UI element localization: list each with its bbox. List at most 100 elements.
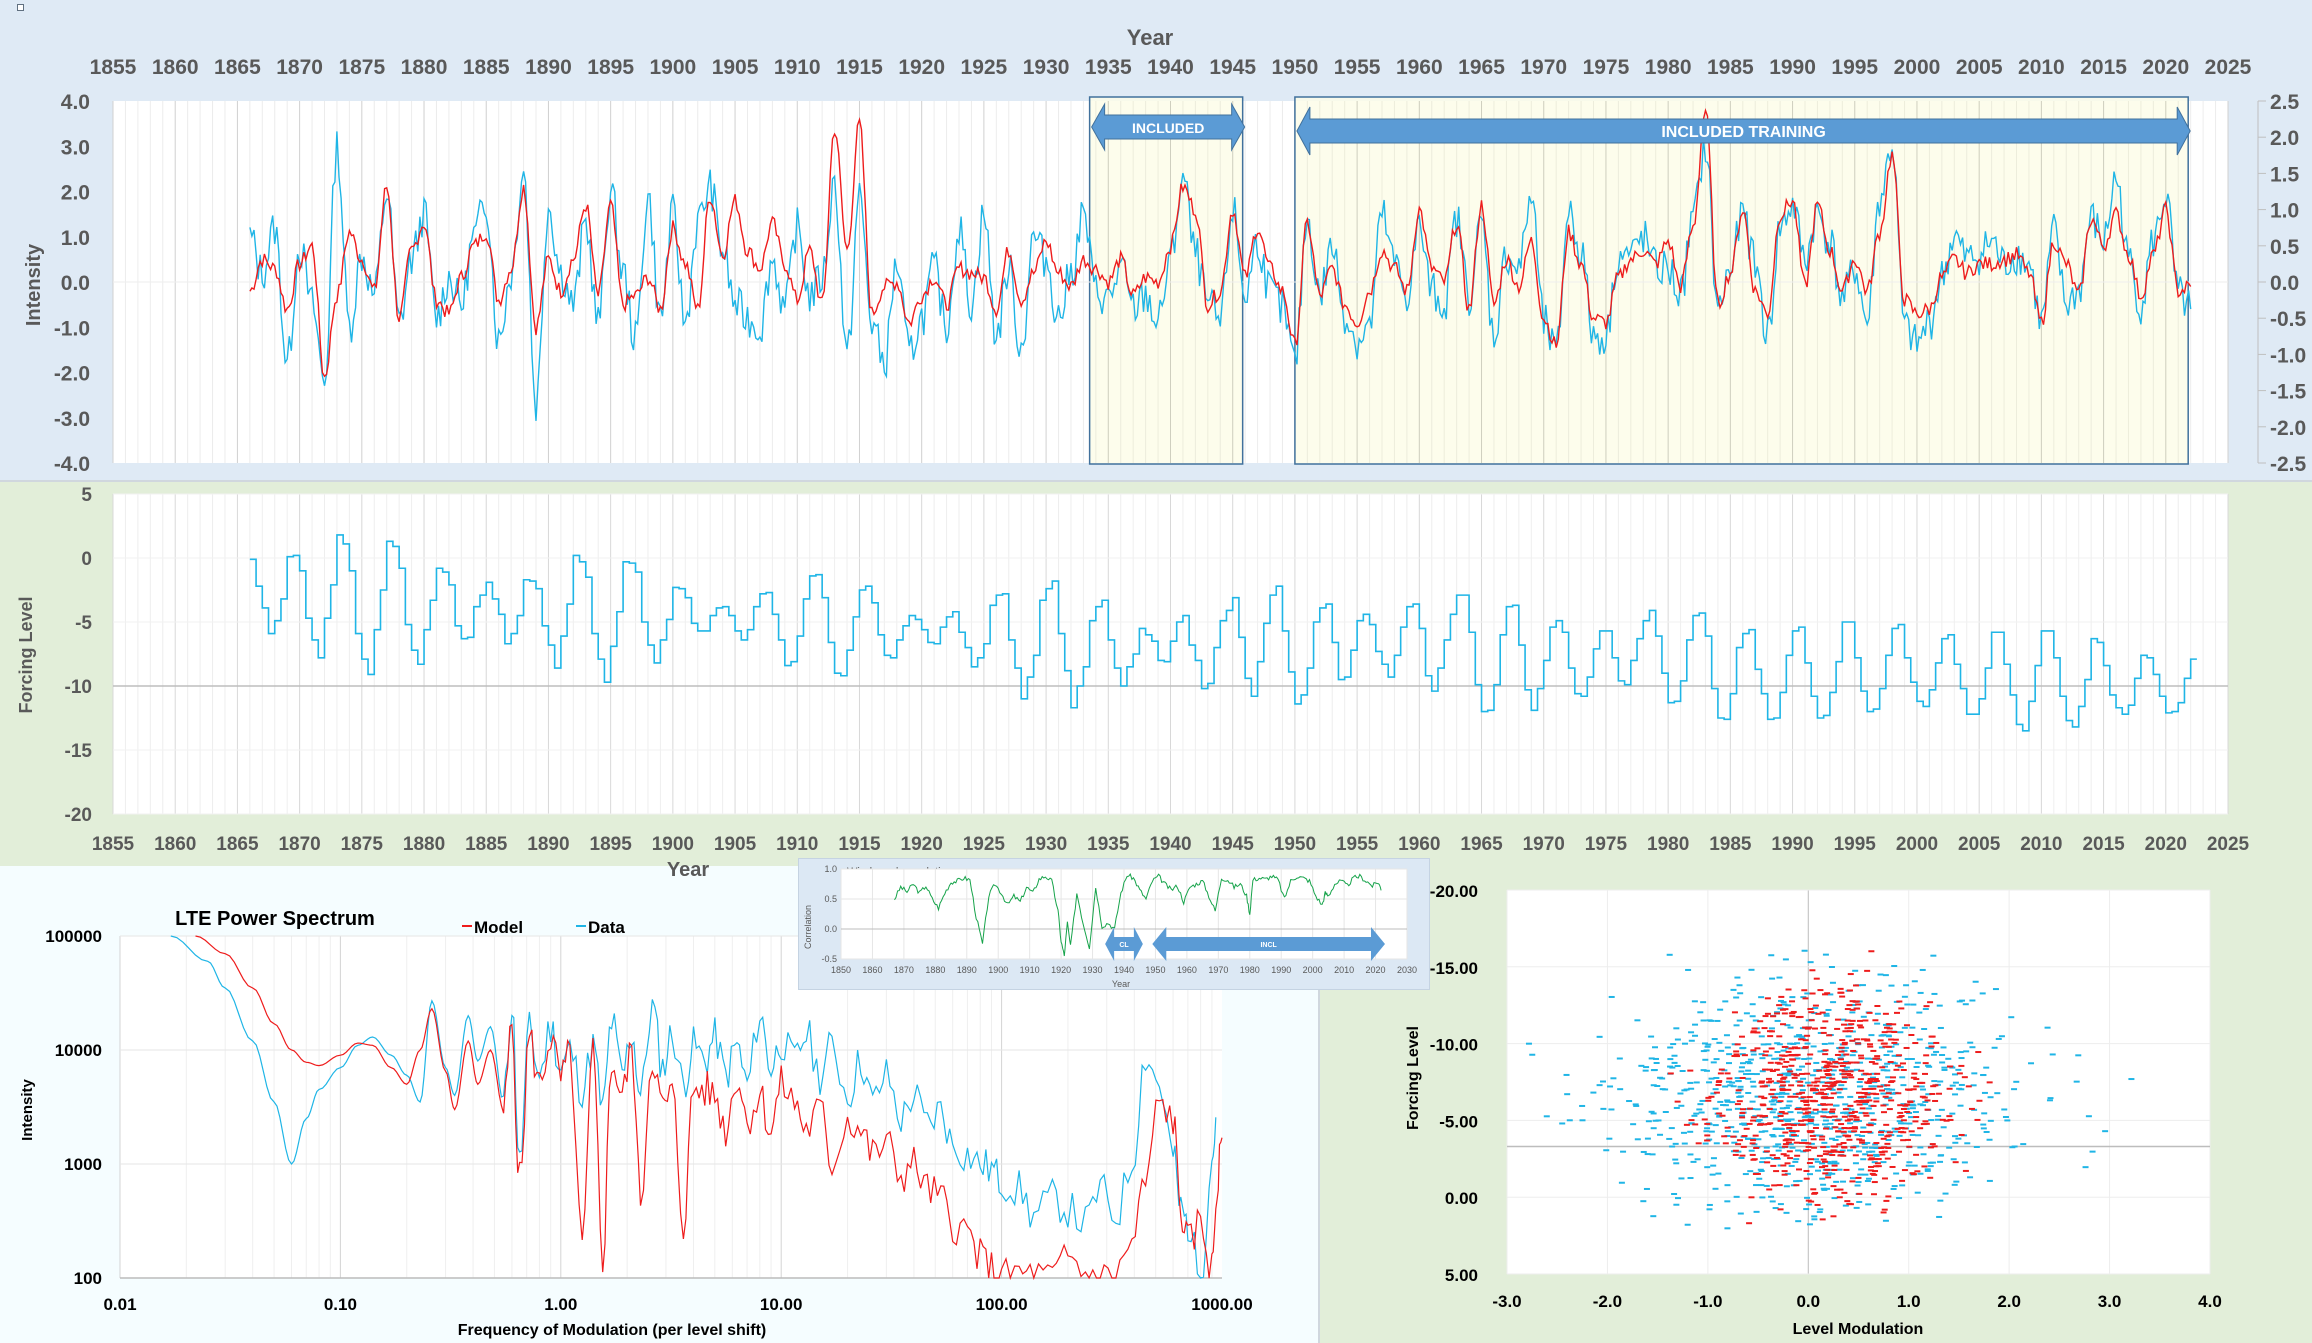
x-tick-label: 0.0 <box>1796 1292 1820 1311</box>
x-tick-label: 1855 <box>92 834 135 855</box>
y-tick-label: 0.5 <box>824 894 837 904</box>
x-tick-label: 2010 <box>2020 834 2062 855</box>
x-tick-label: 1895 <box>590 834 633 855</box>
y2-tick-label: 2.5 <box>2270 91 2300 114</box>
x-tick-label: 1900 <box>649 56 696 79</box>
x-tick-label: 2020 <box>2145 834 2187 855</box>
x-tick-label: 1970 <box>1523 834 1565 855</box>
y2-tick-label: 2.0 <box>2270 127 2299 150</box>
x-tick-label: 1925 <box>961 56 1008 79</box>
y-tick-label: 0.0 <box>824 924 837 934</box>
x-tick-label: 1900 <box>988 965 1008 975</box>
x-tick-label: 10.00 <box>760 1295 803 1314</box>
nino4-xlabel: Year <box>1127 25 1174 50</box>
modulation-xlabel: Level Modulation <box>1793 1321 1924 1338</box>
y-tick-label: 0.00 <box>1445 1189 1478 1208</box>
x-tick-label: 1970 <box>1208 965 1228 975</box>
x-tick-label: 1875 <box>341 834 384 855</box>
y-tick-label: 0 <box>81 549 92 570</box>
windowed-correlation-inset: Windowed correlation Data vs Model Corre… <box>798 858 1430 990</box>
y-tick-label: 4.0 <box>61 91 90 114</box>
y-tick-label: -3.0 <box>54 408 90 431</box>
x-tick-label: 1930 <box>1025 834 1067 855</box>
x-tick-label: 2020 <box>2142 56 2189 79</box>
y-tick-label: 0.0 <box>61 272 90 295</box>
x-tick-label: 1900 <box>652 834 694 855</box>
x-tick-label: 1880 <box>925 965 945 975</box>
x-tick-label: 1925 <box>963 834 1006 855</box>
y-tick-label: 5.00 <box>1445 1266 1478 1285</box>
spectrum-ylabel: Intensity <box>19 1079 36 1141</box>
x-tick-label: 2005 <box>1956 56 2003 79</box>
y-tick-label: -15 <box>65 741 93 762</box>
x-tick-label: -3.0 <box>1492 1292 1521 1311</box>
x-tick-label: 2015 <box>2080 56 2127 79</box>
x-tick-label: 1885 <box>465 834 508 855</box>
x-tick-label: 1915 <box>838 834 881 855</box>
x-tick-label: 1.00 <box>544 1295 577 1314</box>
x-tick-label: 1860 <box>862 965 882 975</box>
x-tick-label: 1915 <box>836 56 883 79</box>
x-tick-label: 1940 <box>1147 56 1194 79</box>
x-tick-label: 1950 <box>1274 834 1316 855</box>
y-tick-label: 1.0 <box>61 227 90 250</box>
correlation-arrow <box>1105 927 1143 961</box>
legend-spectrum-data-label: Data <box>588 918 625 937</box>
x-tick-label: 1920 <box>901 834 943 855</box>
x-tick-label: 2000 <box>1894 56 1941 79</box>
x-tick-label: 1980 <box>1240 965 1260 975</box>
x-tick-label: 1950 <box>1145 965 1165 975</box>
y-tick-label: 100 <box>74 1269 102 1288</box>
model-spectrum-line <box>195 935 1223 1281</box>
x-tick-label: 3.0 <box>2098 1292 2122 1311</box>
y-tick-label: 2.0 <box>61 182 90 205</box>
x-tick-label: 1920 <box>898 56 945 79</box>
y-tick-label: -10.00 <box>1430 1036 1478 1055</box>
x-tick-label: 1000.00 <box>1191 1295 1252 1314</box>
x-tick-label: 1910 <box>1020 965 1040 975</box>
y-tick-label: 100000 <box>45 927 102 946</box>
x-tick-label: 1975 <box>1583 56 1630 79</box>
x-tick-label: 1875 <box>338 56 385 79</box>
x-tick-label: 1860 <box>152 56 199 79</box>
correlation-chart: 1850 1860 1870 1880 1890 1900 1910 1920 1930 1940… <box>821 864 1417 975</box>
modulation-ylabel: Forcing Level <box>1405 1026 1422 1130</box>
y-tick-label: -2.0 <box>54 363 90 386</box>
included-arrow <box>1091 102 1246 152</box>
x-tick-label: 1905 <box>714 834 757 855</box>
included-arrow <box>1296 106 2191 156</box>
tidal-ylabel: Forcing Level <box>16 596 36 713</box>
x-tick-label: 4.0 <box>2198 1292 2222 1311</box>
model-series-line <box>249 108 2192 378</box>
data-series-line <box>249 131 2192 421</box>
x-tick-label: 1985 <box>1709 834 1752 855</box>
y2-tick-label: 0.5 <box>2270 236 2300 259</box>
nino4-ylabel: Intensity <box>23 243 45 326</box>
x-tick-label: 2030 <box>1397 965 1417 975</box>
x-tick-label: 1885 <box>463 56 510 79</box>
x-tick-label: 2010 <box>2018 56 2065 79</box>
x-tick-label: 2.0 <box>1997 1292 2021 1311</box>
corner-marker <box>17 4 24 11</box>
x-tick-label: -1.0 <box>1693 1292 1722 1311</box>
y2-tick-label: 1.0 <box>2270 200 2299 223</box>
y-tick-label: 1.0 <box>824 864 837 874</box>
x-tick-label: 1990 <box>1769 56 1816 79</box>
y-tick-label: -20.00 <box>1430 882 1478 901</box>
included-arrow-label: INCLUDED TRAINING <box>1661 124 1825 141</box>
plot-area <box>120 936 1222 1278</box>
forcing-series-line <box>249 534 2197 732</box>
x-tick-label: 1880 <box>401 56 448 79</box>
x-tick-label: 2025 <box>2207 834 2250 855</box>
x-tick-label: 1980 <box>1647 834 1689 855</box>
correlation-series-line <box>894 873 1382 957</box>
y-tick-label: 5 <box>81 485 92 506</box>
y-tick-label: -10 <box>65 677 92 698</box>
spectrum-xlabel: Frequency of Modulation (per level shift… <box>458 1322 766 1339</box>
correlation-canvas: Windowed correlation Data vs Model Corre… <box>803 864 1417 989</box>
x-tick-label: 1960 <box>1398 834 1440 855</box>
x-tick-label: 1940 <box>1114 965 1134 975</box>
y-tick-label: -20 <box>65 805 92 826</box>
x-tick-label: 1865 <box>214 56 261 79</box>
